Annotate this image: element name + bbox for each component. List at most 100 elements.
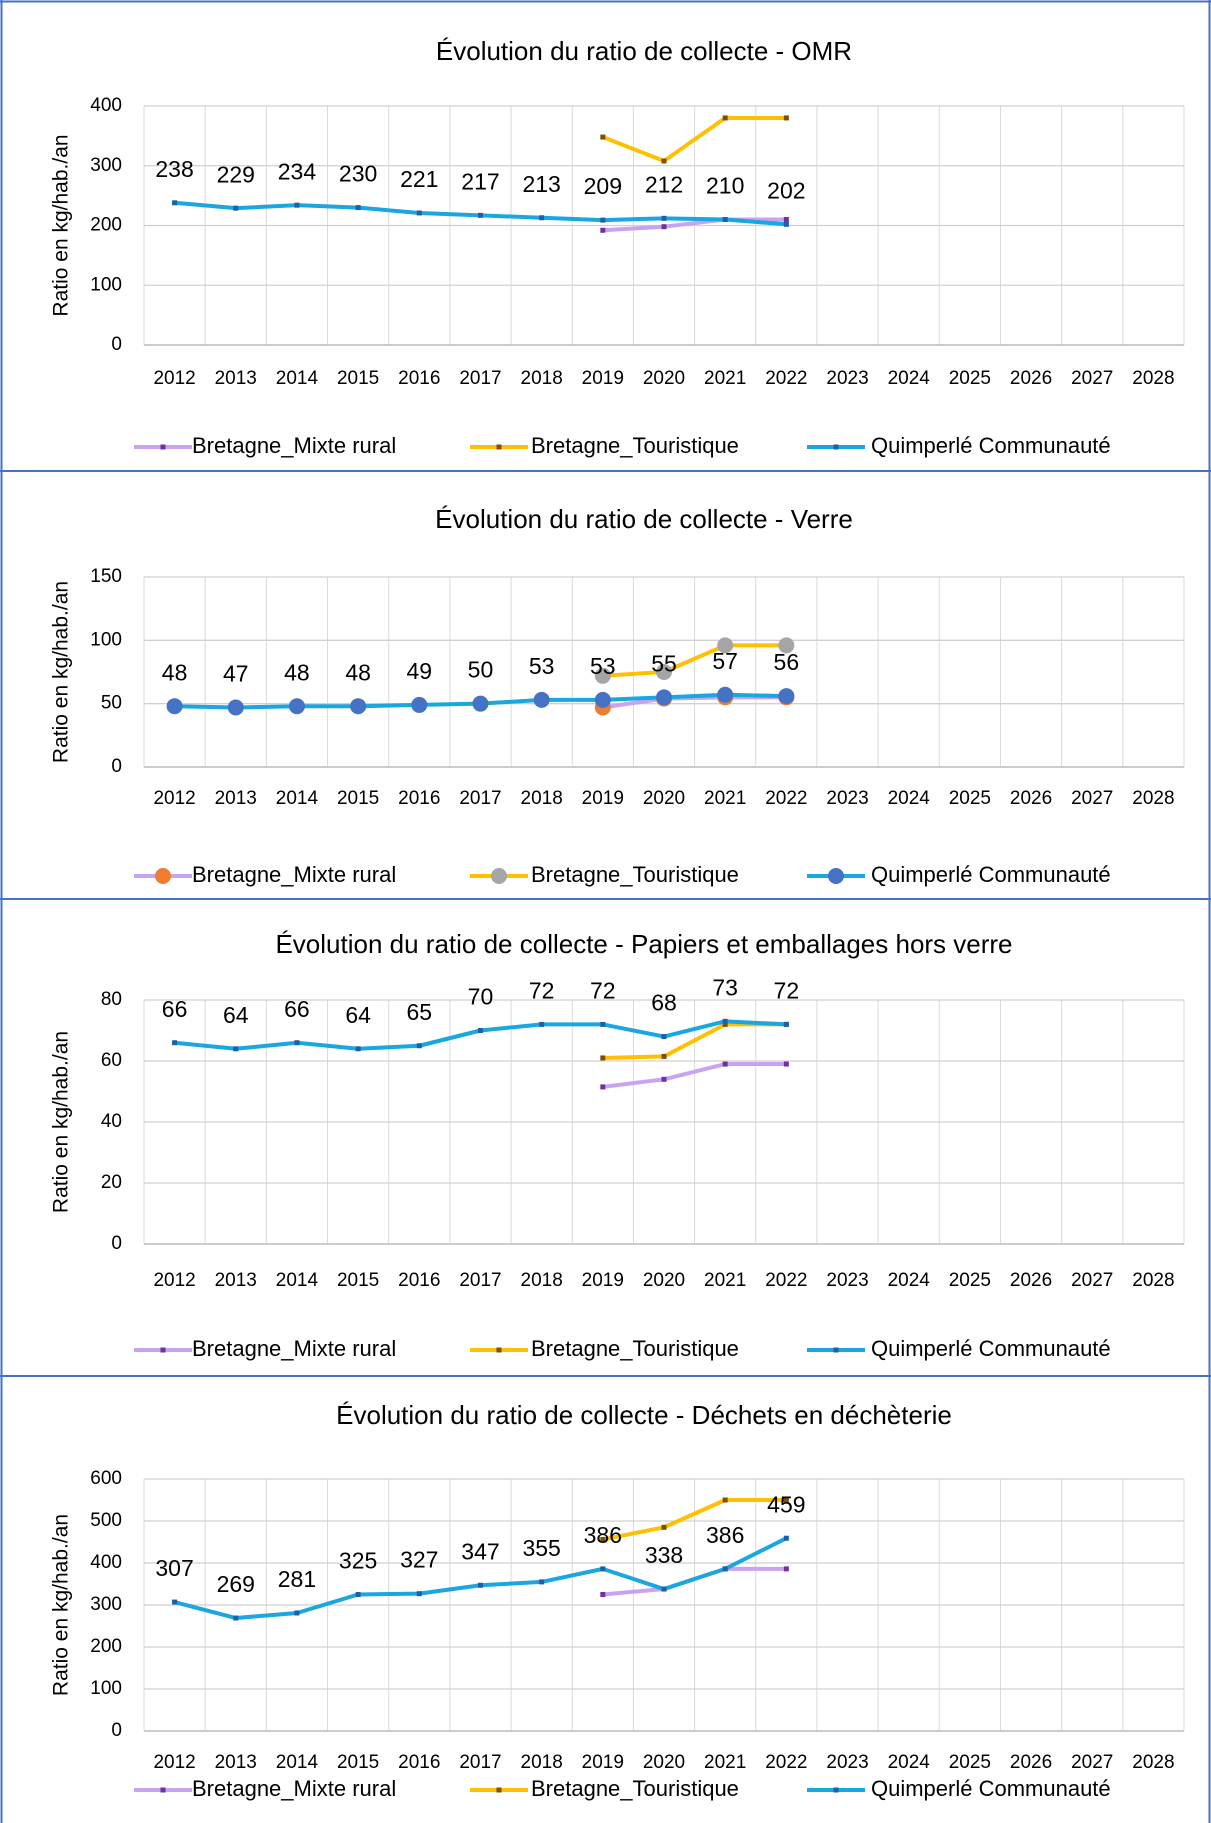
legend-label: Bretagne_Mixte rural: [192, 1336, 396, 1361]
x-tick-label: 2017: [459, 788, 501, 809]
chart: Évolution du ratio de collecte - OMR Rati…: [50, 36, 1185, 458]
x-tick-label: 2020: [643, 368, 685, 389]
point: [722, 1021, 728, 1027]
y-tick-label: 0: [111, 1720, 122, 1741]
point: [783, 1566, 789, 1572]
x-tick-label: 2024: [888, 368, 931, 389]
data-label: 230: [339, 161, 377, 187]
x-tick-label: 2028: [1132, 1752, 1174, 1773]
point: [600, 134, 606, 140]
point: [600, 217, 606, 223]
x-tick-label: 2027: [1071, 1752, 1113, 1773]
x-tick-label: 2023: [826, 1752, 868, 1773]
data-label: 66: [162, 996, 188, 1022]
y-tick-label: 200: [90, 1636, 122, 1657]
point: [661, 1524, 667, 1530]
x-tick-label: 2024: [888, 788, 931, 809]
data-label: 338: [645, 1542, 683, 1568]
data-label: 269: [217, 1571, 255, 1597]
x-tick-label: 2015: [337, 1270, 379, 1291]
point: [594, 691, 611, 708]
point: [600, 1084, 606, 1090]
point: [661, 1076, 667, 1082]
series-line: [602, 115, 787, 163]
chart: Évolution du ratio de collecte - Verre Ra…: [50, 504, 1185, 887]
data-label: 210: [706, 173, 744, 199]
x-tick-label: 2028: [1132, 788, 1174, 809]
point: [783, 1061, 789, 1067]
x-tick-label: 2021: [704, 1752, 746, 1773]
legend-label: Bretagne_Touristique: [531, 862, 739, 887]
data-label: 72: [774, 977, 800, 1003]
x-tick-label: 2027: [1071, 788, 1113, 809]
legend-marker: [496, 444, 502, 450]
legend-marker: [160, 1347, 166, 1353]
y-tick-label: 50: [101, 693, 122, 714]
point: [416, 1591, 422, 1597]
data-label: 234: [278, 158, 317, 184]
x-tick-label: 2016: [398, 1270, 440, 1291]
y-tick-label: 600: [90, 1468, 122, 1489]
x-tick-label: 2025: [949, 788, 991, 809]
point: [233, 1046, 239, 1052]
x-tick-label: 2022: [765, 368, 807, 389]
y-axis-label: Ratio en kg/hab./an: [50, 134, 73, 316]
x-tick-label: 2018: [521, 788, 563, 809]
data-label: 347: [461, 1538, 499, 1564]
x-tick-label: 2018: [521, 1752, 563, 1773]
x-tick-label: 2019: [582, 1270, 624, 1291]
legend-marker: [160, 1787, 166, 1793]
data-label: 325: [339, 1548, 377, 1574]
data-label: 238: [155, 156, 193, 182]
point: [477, 212, 483, 218]
point: [600, 1021, 606, 1027]
point: [656, 689, 672, 706]
x-tick-label: 2021: [704, 1270, 746, 1291]
x-tick-label: 2025: [949, 1270, 991, 1291]
legend-marker: [491, 868, 507, 884]
x-tick-label: 2015: [337, 788, 379, 809]
x-tick-label: 2027: [1071, 368, 1113, 389]
y-tick-label: 80: [101, 989, 122, 1010]
point: [294, 1040, 300, 1046]
y-tick-label: 300: [90, 155, 122, 176]
y-tick-label: 20: [101, 1172, 122, 1193]
y-tick-label: 100: [90, 274, 122, 295]
legend-label: Bretagne_Touristique: [531, 1336, 739, 1361]
y-tick-label: 400: [90, 95, 122, 116]
data-label: 64: [223, 1002, 249, 1028]
point: [477, 1028, 483, 1033]
legend-marker: [496, 1787, 502, 1793]
point: [661, 1586, 667, 1592]
legend-marker: [160, 444, 166, 450]
point: [783, 115, 789, 121]
x-tick-label: 2028: [1132, 368, 1174, 389]
data-label: 327: [400, 1547, 438, 1573]
legend-marker: [833, 444, 839, 450]
point: [600, 1592, 606, 1597]
x-tick-label: 2022: [765, 1752, 807, 1773]
y-tick-label: 40: [101, 1111, 122, 1132]
x-tick-label: 2022: [765, 1270, 807, 1291]
data-label: 47: [223, 661, 249, 687]
data-label: 73: [712, 974, 738, 1000]
x-tick-label: 2027: [1071, 1270, 1113, 1291]
point: [783, 1535, 789, 1541]
y-tick-label: 0: [111, 334, 122, 355]
data-label: 64: [345, 1002, 371, 1028]
data-label: 307: [155, 1555, 193, 1581]
x-tick-label: 2020: [643, 1752, 685, 1773]
data-label: 202: [767, 177, 805, 203]
data-label: 49: [406, 658, 432, 684]
legend-label: Bretagne_Touristique: [531, 1776, 739, 1801]
chart: Évolution du ratio de collecte - Papiers…: [50, 929, 1185, 1361]
data-label: 72: [529, 977, 555, 1003]
point: [656, 664, 672, 680]
data-label: 221: [400, 166, 438, 192]
legend-label: Quimperlé Communauté: [871, 1336, 1111, 1361]
data-label: 386: [584, 1522, 622, 1548]
point: [416, 210, 422, 216]
x-tick-label: 2016: [398, 1752, 440, 1773]
point: [539, 1021, 545, 1027]
x-tick-label: 2026: [1010, 368, 1052, 389]
